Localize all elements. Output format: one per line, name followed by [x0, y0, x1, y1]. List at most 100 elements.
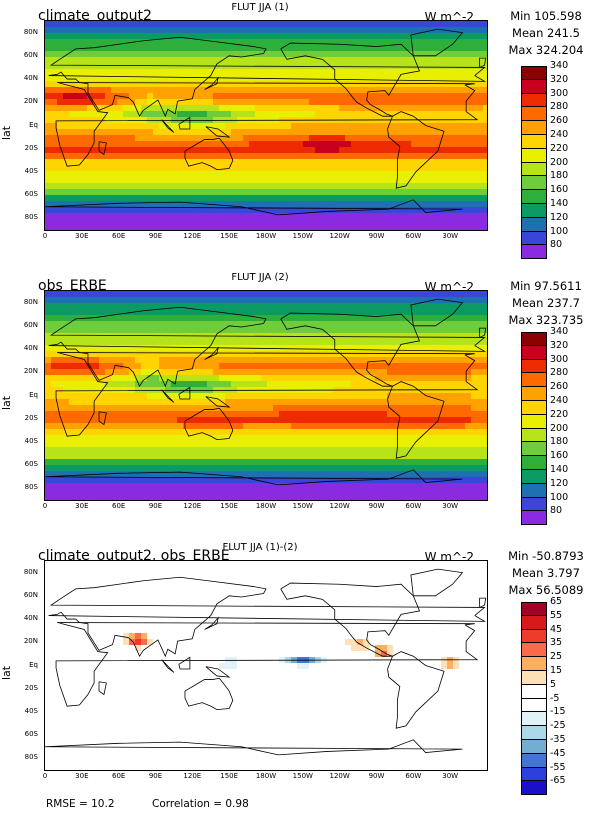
field-cell	[345, 291, 352, 298]
field-cell	[159, 213, 166, 220]
field-cell	[315, 75, 322, 82]
field-cell	[465, 111, 472, 118]
field-cell	[129, 195, 136, 202]
field-cell	[195, 207, 202, 214]
field-cell	[75, 333, 82, 340]
field-cell	[171, 123, 178, 130]
field-cell	[141, 153, 148, 160]
field-cell	[237, 423, 244, 430]
field-cell	[363, 447, 370, 454]
field-cell	[369, 357, 376, 364]
field-cell	[321, 363, 328, 370]
field-cell	[117, 417, 124, 424]
field-cell	[387, 297, 394, 304]
field-cell	[213, 309, 220, 316]
field-cell	[345, 465, 352, 472]
field-cell	[351, 327, 358, 334]
field-cell	[117, 153, 124, 160]
field-cell	[93, 423, 100, 430]
field-cell	[339, 45, 346, 52]
field-cell	[141, 309, 148, 316]
field-cell	[237, 39, 244, 46]
field-cell	[111, 171, 118, 178]
field-cell	[441, 183, 448, 190]
field-cell	[483, 213, 487, 220]
field-cell	[393, 363, 400, 370]
field-cell	[423, 225, 430, 230]
field-cell	[381, 351, 388, 358]
field-cell	[165, 81, 172, 88]
field-cell	[219, 69, 226, 76]
field-cell	[69, 447, 76, 454]
field-cell	[147, 441, 154, 448]
field-cell	[273, 111, 280, 118]
field-cell	[387, 453, 394, 460]
field-cell	[279, 297, 286, 304]
field-cell	[297, 99, 304, 106]
field-cell	[105, 105, 112, 112]
field-cell	[207, 363, 214, 370]
field-cell	[441, 465, 448, 472]
field-cell	[249, 351, 256, 358]
field-cell	[441, 303, 448, 310]
field-cell	[177, 21, 184, 28]
field-cell	[327, 297, 334, 304]
field-cell	[57, 411, 64, 418]
field-cell	[249, 51, 256, 58]
field-cell	[339, 207, 346, 214]
colorbar-label: 340	[550, 60, 569, 71]
field-cell	[201, 363, 208, 370]
field-cell	[183, 177, 190, 184]
field-cell	[231, 159, 238, 166]
field-cell	[441, 213, 448, 220]
field-cell	[381, 327, 388, 334]
field-cell	[333, 345, 340, 352]
field-cell	[249, 291, 256, 298]
field-cell	[213, 69, 220, 76]
field-cell	[411, 75, 418, 82]
field-cell	[195, 189, 202, 196]
field-cell	[189, 81, 196, 88]
field-cell	[195, 405, 202, 412]
field-cell	[417, 63, 424, 70]
field-cell	[231, 315, 238, 322]
field-cell	[207, 435, 214, 442]
field-cell	[255, 381, 262, 388]
field-cell	[81, 135, 88, 142]
field-cell	[87, 459, 94, 466]
field-cell	[411, 429, 418, 436]
field-cell	[261, 171, 268, 178]
field-cell	[315, 381, 322, 388]
field-cell	[123, 465, 130, 472]
field-cell	[201, 219, 208, 226]
field-cell	[153, 435, 160, 442]
field-cell	[387, 75, 394, 82]
field-cell	[69, 183, 76, 190]
field-cell	[267, 357, 274, 364]
field-cell	[423, 45, 430, 52]
field-cell	[153, 477, 160, 484]
field-cell	[123, 447, 130, 454]
field-cell	[177, 111, 184, 118]
field-cell	[75, 105, 82, 112]
field-cell	[303, 339, 310, 346]
field-cell	[423, 405, 430, 412]
field-cell	[429, 315, 436, 322]
field-cell	[405, 93, 412, 100]
field-cell	[411, 381, 418, 388]
field-cell	[93, 297, 100, 304]
field-cell	[201, 33, 208, 40]
field-cell	[183, 105, 190, 112]
field-cell	[357, 45, 364, 52]
field-cell	[267, 429, 274, 436]
lat-tick-label: 20N	[23, 97, 38, 106]
field-cell	[375, 471, 382, 478]
field-cell	[129, 405, 136, 412]
field-cell	[369, 189, 376, 196]
field-cell	[285, 105, 292, 112]
field-cell	[459, 39, 466, 46]
field-cell	[225, 363, 232, 370]
field-cell	[327, 123, 334, 130]
field-cell	[273, 153, 280, 160]
field-cell	[129, 207, 136, 214]
